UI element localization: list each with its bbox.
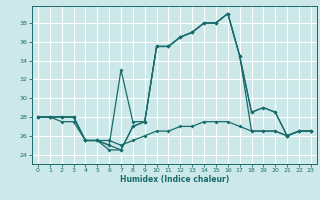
X-axis label: Humidex (Indice chaleur): Humidex (Indice chaleur) (120, 175, 229, 184)
